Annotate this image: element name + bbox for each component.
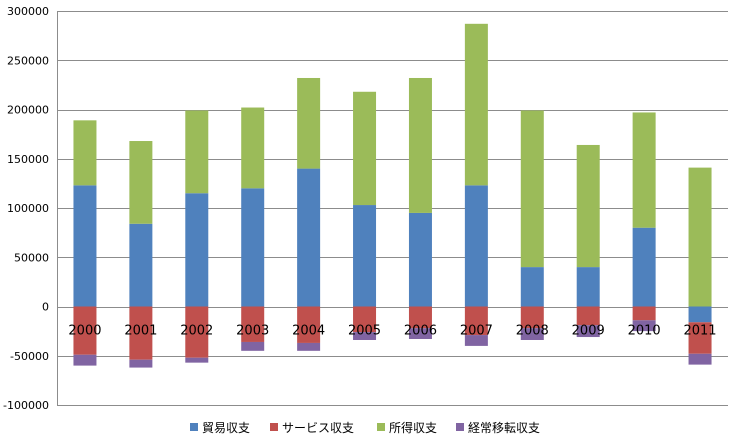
x-tick-label: 2009 bbox=[572, 324, 605, 339]
bar-2000-series-2 bbox=[73, 120, 97, 186]
bar-2009-series-0 bbox=[576, 267, 600, 307]
bar-2006-series-1 bbox=[408, 306, 432, 329]
bar-2002-series-0 bbox=[185, 193, 209, 307]
bar-2002-series-3 bbox=[185, 357, 209, 363]
legend-swatch bbox=[456, 423, 464, 431]
legend-label: 貿易収支 bbox=[202, 421, 250, 435]
bar-2001-series-0 bbox=[129, 223, 153, 307]
bar-2008-series-1 bbox=[520, 306, 544, 329]
bar-2001-series-1 bbox=[129, 306, 153, 360]
bar-2000-series-1 bbox=[73, 306, 97, 355]
bar-2010-series-2 bbox=[632, 112, 656, 228]
bar-2003-series-3 bbox=[241, 341, 265, 351]
x-tick-label: 2010 bbox=[628, 324, 661, 339]
bar-2009-series-3 bbox=[576, 325, 600, 338]
bar-2009-series-1 bbox=[576, 306, 600, 326]
x-tick-label: 2011 bbox=[683, 324, 716, 339]
bar-2007-series-3 bbox=[464, 335, 488, 346]
bar-2004-series-1 bbox=[297, 306, 321, 343]
bar-2005-series-1 bbox=[353, 306, 377, 333]
y-tick-label: 150000 bbox=[7, 153, 49, 166]
bar-2007-series-0 bbox=[464, 185, 488, 307]
legend-swatch bbox=[377, 423, 385, 431]
legend-label: 所得収支 bbox=[389, 420, 437, 435]
bar-2006-series-0 bbox=[408, 212, 432, 307]
bar-2004-series-2 bbox=[297, 77, 321, 169]
bar-2005-series-3 bbox=[353, 332, 377, 340]
bar-2008-series-3 bbox=[520, 328, 544, 340]
y-tick-label: -100000 bbox=[3, 399, 49, 412]
x-tick-label: 2002 bbox=[180, 324, 213, 339]
y-axis-tick-labels: 300000 250000 200000 150000 100000 50000 0 -500… bbox=[3, 5, 49, 412]
bar-2008-series-0 bbox=[520, 267, 544, 307]
bar-2004-series-0 bbox=[297, 168, 321, 307]
bar-2010-series-0 bbox=[632, 227, 656, 307]
bar-2009-series-2 bbox=[576, 144, 600, 268]
bar-2011-series-1 bbox=[688, 322, 712, 354]
x-tick-label: 2003 bbox=[236, 324, 269, 339]
legend: 貿易収支 サービス収支 所得収支 経常移転収支 bbox=[190, 420, 540, 435]
y-tick-label: -50000 bbox=[10, 350, 49, 363]
bar-2001-series-3 bbox=[129, 359, 153, 368]
y-tick-label: 200000 bbox=[7, 104, 49, 117]
bar-2007-series-2 bbox=[464, 23, 488, 186]
bar-2005-series-2 bbox=[353, 91, 377, 206]
legend-swatch bbox=[190, 423, 198, 431]
bar-2011-series-2 bbox=[688, 167, 712, 307]
bar-2006-series-3 bbox=[408, 328, 432, 340]
bar-2002-series-2 bbox=[185, 110, 209, 194]
bars bbox=[73, 23, 712, 368]
bar-2011-series-0 bbox=[688, 306, 712, 323]
x-tick-label: 2007 bbox=[460, 324, 493, 339]
x-tick-label: 2004 bbox=[292, 324, 325, 339]
bar-2004-series-3 bbox=[297, 342, 321, 351]
bar-2003-series-0 bbox=[241, 188, 265, 307]
bar-2008-series-2 bbox=[520, 110, 544, 268]
x-axis-tick-labels: 2000 2001 2002 2003 2004 2005 2006 2007 2008 2009… bbox=[68, 324, 716, 339]
x-tick-label: 2000 bbox=[68, 324, 101, 339]
bar-2001-series-2 bbox=[129, 141, 153, 224]
x-tick-label: 2006 bbox=[404, 324, 437, 339]
bar-2003-series-2 bbox=[241, 107, 265, 189]
y-tick-label: 250000 bbox=[7, 54, 49, 67]
bar-2011-series-3 bbox=[688, 353, 712, 365]
y-tick-label: 50000 bbox=[14, 251, 49, 264]
y-tick-label: 300000 bbox=[7, 5, 49, 18]
bar-2000-series-3 bbox=[73, 354, 97, 366]
x-tick-label: 2001 bbox=[124, 324, 157, 339]
y-tick-label: 0 bbox=[42, 301, 49, 314]
bar-2010-series-3 bbox=[632, 320, 656, 332]
legend-label: 経常移転収支 bbox=[468, 421, 540, 435]
legend-swatch bbox=[270, 423, 278, 431]
x-tick-label: 2005 bbox=[348, 324, 381, 339]
bar-2010-series-1 bbox=[632, 306, 656, 321]
y-tick-label: 100000 bbox=[7, 202, 49, 215]
bar-2007-series-1 bbox=[464, 306, 488, 336]
bar-2000-series-0 bbox=[73, 185, 97, 307]
bar-2006-series-2 bbox=[408, 77, 432, 213]
legend-label: サービス収支 bbox=[282, 421, 354, 435]
bar-2003-series-1 bbox=[241, 306, 265, 342]
gridlines bbox=[57, 11, 728, 406]
bar-2002-series-1 bbox=[185, 306, 209, 358]
bar-2005-series-0 bbox=[353, 205, 377, 307]
x-tick-label: 2008 bbox=[516, 324, 549, 339]
